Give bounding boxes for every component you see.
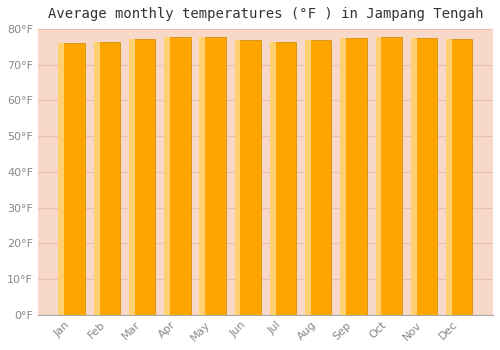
Bar xyxy=(340,38,346,315)
Bar xyxy=(58,43,64,315)
Bar xyxy=(234,40,240,315)
Bar xyxy=(270,42,296,315)
Bar xyxy=(270,42,276,315)
Bar xyxy=(129,39,135,315)
Bar xyxy=(234,40,261,315)
Bar xyxy=(200,37,226,315)
Bar xyxy=(200,37,205,315)
Bar xyxy=(129,39,156,315)
Bar xyxy=(305,41,332,315)
Bar xyxy=(376,36,382,315)
Bar xyxy=(164,37,190,315)
Bar xyxy=(164,37,170,315)
Bar xyxy=(446,39,452,315)
Bar xyxy=(446,39,472,315)
Bar xyxy=(305,41,311,315)
Bar xyxy=(376,36,402,315)
Bar xyxy=(410,38,416,315)
Bar xyxy=(58,43,85,315)
Bar xyxy=(94,42,120,315)
Bar xyxy=(410,38,437,315)
Bar xyxy=(94,42,100,315)
Bar xyxy=(340,38,366,315)
Title: Average monthly temperatures (°F ) in Jampang Tengah: Average monthly temperatures (°F ) in Ja… xyxy=(48,7,483,21)
